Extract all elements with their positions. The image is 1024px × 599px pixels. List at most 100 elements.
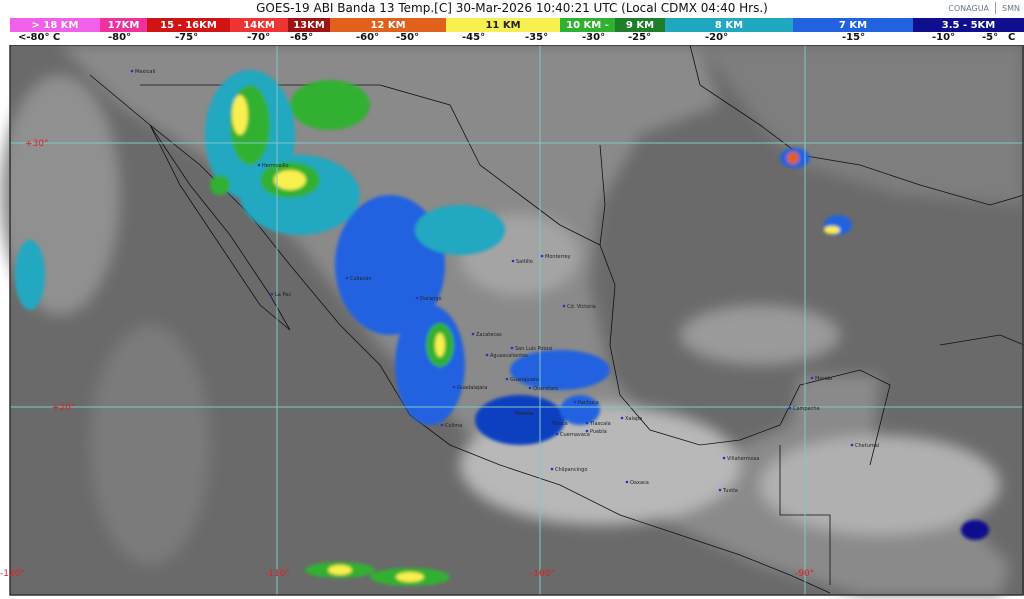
city-marker (511, 259, 515, 263)
temperature-tick: -50° (396, 32, 420, 43)
lon-label: -90° (795, 569, 814, 579)
temperature-tick: -5° (982, 32, 999, 43)
temperature-tick: -45° (462, 32, 486, 43)
city-marker (130, 69, 134, 73)
legend-segment: > 18 KM (10, 18, 100, 32)
blob-gulf-coast (780, 148, 989, 540)
city-marker (555, 432, 559, 436)
blob-south-pacific (305, 562, 450, 586)
legend-segment: 11 KM (446, 18, 560, 32)
city-label: Morelia (515, 411, 533, 417)
temperature-tick: <-80° C (18, 32, 61, 43)
temperature-tick: -15° (842, 32, 866, 43)
city-marker (257, 163, 261, 167)
lat-label: +30° (25, 139, 49, 149)
city-label: Villahermosa (727, 456, 759, 462)
lat-label: +20° (52, 403, 76, 413)
grid-labels: +30° +20° -120° -110° -100° -90° (0, 139, 814, 579)
city-marker (505, 377, 509, 381)
city-marker (722, 456, 726, 460)
city-label: Chilpancingo (555, 467, 587, 473)
city-marker (550, 467, 554, 471)
city-marker (850, 443, 854, 447)
map-border (9, 45, 1024, 596)
agency-logos: CONAGUA SMN (948, 2, 1020, 14)
logo-divider (995, 2, 997, 14)
city-label: Querétaro (533, 385, 558, 392)
city-label: San Luis Potosí (515, 345, 553, 352)
city-label: Guanajuato (510, 377, 539, 383)
legend-segment: 15 - 16KM (147, 18, 230, 32)
city-marker (718, 488, 722, 492)
city-marker (540, 254, 544, 258)
temperature-tick: C (1008, 32, 1016, 43)
legend-segment: 9 KM (615, 18, 665, 32)
city-marker (510, 346, 514, 350)
city-label: Culiacán (350, 275, 371, 282)
legend-segment: 8 KM (665, 18, 793, 32)
city-label: Xalapa (625, 416, 642, 422)
temperature-tick: -20° (705, 32, 729, 43)
cloud-top-height-legend: > 18 KM 17KM 15 - 16KM 14KM 13KM 12 KM 11 KM 10… (10, 18, 1024, 32)
lon-label: -100° (530, 569, 555, 579)
city-marker (345, 276, 349, 280)
city-labels: Mexicali Hermosillo Culiacán La Paz Durango S… (130, 69, 879, 494)
legend-segment: 3.5 - 5KM (913, 18, 1024, 32)
temperature-tick: -70° (247, 32, 271, 43)
city-label: Mérida (815, 375, 832, 382)
city-marker (573, 400, 577, 404)
temperature-tick: -80° (108, 32, 132, 43)
city-label: Mexicali (135, 69, 155, 75)
city-label: Hermosillo (262, 163, 289, 169)
temperature-tick: -30° (582, 32, 606, 43)
city-label: Zacatecas (476, 332, 502, 338)
city-label: Tuxtla (722, 488, 738, 494)
temperature-tick: -25° (628, 32, 652, 43)
city-marker (415, 296, 419, 300)
legend-segment: 14KM (230, 18, 288, 32)
graticule (10, 45, 1024, 595)
city-marker (452, 385, 456, 389)
city-marker (528, 386, 532, 390)
temperature-tick: -10° (932, 32, 956, 43)
city-marker (485, 353, 489, 357)
legend-segment: 12 KM (330, 18, 446, 32)
legend-segment: 17KM (100, 18, 147, 32)
city-label: Chetumal (855, 443, 879, 449)
city-marker (788, 406, 792, 410)
city-label: Cd. Victoria (567, 304, 596, 310)
city-marker (585, 429, 589, 433)
satellite-map: +30° +20° -120° -110° -100° -90° Mexical… (0, 45, 1024, 596)
city-marker (585, 421, 589, 425)
city-marker (562, 304, 566, 308)
image-title: GOES-19 ABI Banda 13 Temp.[C] 30-Mar-202… (256, 1, 768, 15)
city-label: Pachuca (578, 400, 599, 406)
cloud-tops-colored (15, 70, 989, 586)
temperature-tick: -35° (525, 32, 549, 43)
city-label: Durango (420, 296, 442, 302)
city-marker (810, 376, 814, 380)
city-label: Tlaxcala (589, 421, 611, 427)
city-label: Puebla (590, 429, 607, 435)
city-label: Cuernavaca (560, 432, 590, 438)
city-label: Campeche (793, 406, 820, 412)
city-label: Monterrey (545, 254, 571, 260)
temperature-scale: <-80° C -80° -75° -70° -65° -60° -50° -45° -35° -… (0, 32, 1024, 45)
temperature-tick: -60° (356, 32, 380, 43)
city-label: Aguascalientes (490, 353, 528, 359)
city-label: Guadalajara (457, 385, 487, 391)
city-marker (620, 416, 624, 420)
legend-segment: 7 KM (793, 18, 913, 32)
conagua-logo: CONAGUA (948, 3, 990, 13)
city-label: La Paz (275, 292, 291, 298)
city-label: Saltillo (516, 259, 533, 265)
blob-nw-sierra (205, 70, 505, 425)
temperature-tick: -65° (290, 32, 314, 43)
city-marker (510, 411, 514, 415)
city-label: Oaxaca (630, 480, 649, 486)
legend-segment: 13KM (288, 18, 330, 32)
city-marker (471, 332, 475, 336)
legend-segment: 10 KM - (560, 18, 615, 32)
smn-logo: SMN (1002, 3, 1020, 13)
lon-label: -110° (265, 569, 290, 579)
